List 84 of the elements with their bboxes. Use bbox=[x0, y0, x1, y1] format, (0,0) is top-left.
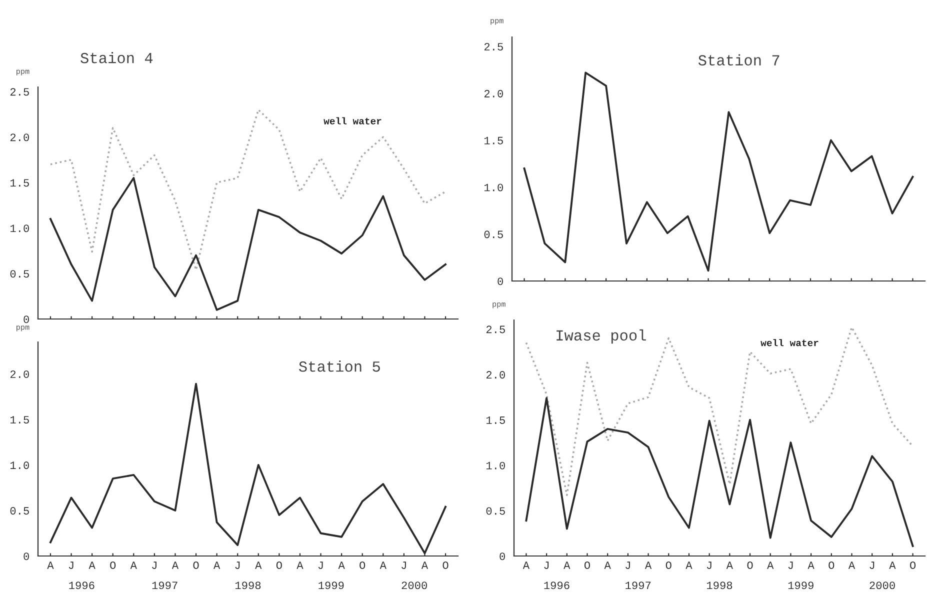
x-tick-label: A bbox=[213, 562, 220, 569]
y-tick-label: 0 bbox=[24, 552, 29, 560]
chart-title: Staion 4 bbox=[80, 52, 153, 64]
y-tick-label: 1.0 bbox=[484, 184, 503, 192]
x-tick-label: O bbox=[442, 561, 448, 570]
text: 1999 bbox=[788, 582, 814, 590]
text: Iwase pool bbox=[556, 329, 646, 344]
y-tick-label: 1.0 bbox=[10, 462, 29, 470]
y-tick-label: 0.5 bbox=[484, 230, 503, 238]
y-tick-label: 1.5 bbox=[10, 179, 29, 187]
line-series bbox=[525, 397, 914, 547]
y-tick-label: 0.5 bbox=[10, 507, 29, 515]
x-tick-label: J bbox=[544, 562, 549, 570]
text: 1996 bbox=[69, 582, 94, 590]
y-tick-label: 1.5 bbox=[484, 136, 503, 144]
x-tick-label: J bbox=[68, 562, 74, 570]
x-tick-label: J bbox=[318, 562, 323, 570]
x-tick-label: A bbox=[47, 562, 54, 569]
x-tick-label: O bbox=[584, 561, 590, 570]
line-series bbox=[50, 177, 446, 311]
x-tick-label: A bbox=[380, 562, 386, 569]
x-tick-label: O bbox=[747, 561, 753, 570]
x-tick-label: A bbox=[564, 562, 570, 569]
y-tick-label: 1.0 bbox=[10, 224, 29, 232]
x-tick-label: A bbox=[522, 562, 530, 569]
y-tick-label: 0 bbox=[24, 316, 29, 324]
x-tick-label: O bbox=[666, 561, 672, 570]
y-tick-label: 2.0 bbox=[486, 371, 505, 379]
annotation: well water bbox=[324, 117, 382, 124]
y-tick-label: 1.0 bbox=[486, 462, 505, 470]
line-series bbox=[50, 108, 446, 271]
text: 1998 bbox=[235, 582, 261, 590]
line-series bbox=[523, 72, 914, 272]
annotation: well water bbox=[760, 339, 818, 346]
x-tick-label: J bbox=[402, 562, 406, 570]
x-tick-label: J bbox=[626, 562, 630, 570]
x-tick-label: O bbox=[360, 561, 366, 570]
x-tick-label: O bbox=[828, 561, 834, 570]
x-tick-label: A bbox=[889, 562, 896, 569]
x-tick-label: J bbox=[152, 562, 156, 570]
y-tick-label: 2.0 bbox=[10, 134, 29, 142]
text: 2000 bbox=[402, 582, 427, 590]
text: Station 5 bbox=[298, 360, 380, 372]
y-tick-label: 2.0 bbox=[484, 90, 503, 98]
x-tick-label: J bbox=[706, 562, 712, 570]
line-series bbox=[525, 326, 914, 496]
x-tick-label: A bbox=[338, 562, 345, 569]
y-tick-label: 0.5 bbox=[486, 507, 505, 515]
x-tick-label: O bbox=[193, 561, 199, 570]
y-tick-label: 1.5 bbox=[10, 416, 29, 424]
text: 1996 bbox=[544, 582, 570, 590]
x-tick-label: J bbox=[235, 562, 240, 570]
y-tick-label: 1.5 bbox=[486, 416, 505, 424]
y-tick-label: 0.5 bbox=[10, 270, 29, 278]
x-tick-label: O bbox=[110, 561, 116, 570]
x-tick-label: A bbox=[421, 562, 428, 569]
x-tick-label: A bbox=[767, 562, 774, 569]
x-tick-label: J bbox=[870, 562, 874, 570]
text: Station 7 bbox=[698, 54, 780, 66]
x-tick-label: A bbox=[130, 562, 137, 569]
x-tick-label: A bbox=[848, 562, 856, 569]
x-tick-label: O bbox=[276, 561, 282, 570]
x-tick-label: A bbox=[255, 562, 262, 569]
x-tick-label: A bbox=[808, 562, 814, 569]
x-tick-label: A bbox=[604, 562, 611, 569]
text: 1999 bbox=[318, 582, 344, 590]
text: 1998 bbox=[706, 582, 732, 590]
text: 1997 bbox=[152, 582, 178, 590]
x-tick-label: A bbox=[686, 562, 692, 569]
x-tick-label: A bbox=[172, 562, 179, 569]
x-tick-label: J bbox=[788, 562, 793, 570]
text: 1997 bbox=[626, 582, 651, 590]
x-tick-label: A bbox=[644, 562, 652, 569]
y-tick-label: 0 bbox=[498, 278, 503, 286]
y-tick-label: 2.5 bbox=[484, 42, 503, 51]
y-tick-label: 2.0 bbox=[10, 370, 29, 378]
text: 2000 bbox=[870, 582, 895, 590]
x-tick-label: A bbox=[88, 562, 96, 569]
y-tick-label: 2.5 bbox=[486, 326, 505, 334]
y-tick-label: 0 bbox=[500, 552, 505, 560]
x-tick-label: A bbox=[726, 562, 733, 569]
y-tick-label: 2.5 bbox=[10, 88, 29, 96]
x-tick-label: O bbox=[910, 561, 916, 570]
x-tick-label: A bbox=[296, 562, 304, 569]
